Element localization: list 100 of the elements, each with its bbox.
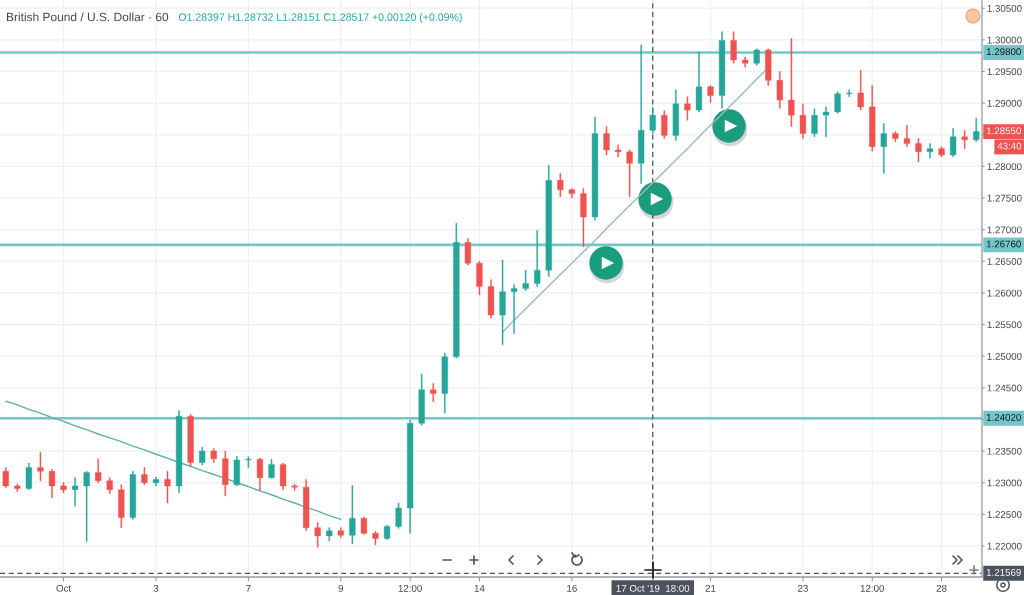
x-tick-label: 12:00 — [398, 584, 422, 592]
x-tick-label: 14 — [474, 585, 485, 592]
y-tick-label: 1.23000 — [987, 479, 1022, 487]
candlestick — [684, 96, 691, 121]
candlestick — [106, 477, 113, 494]
candlestick — [534, 230, 541, 287]
candlestick — [834, 91, 841, 114]
candlestick — [118, 484, 125, 528]
candlestick — [303, 479, 310, 532]
y-tick-label: 1.29500 — [987, 68, 1022, 76]
x-tick-label: 21 — [705, 584, 716, 592]
y-tick-label: 1.22000 — [987, 542, 1022, 550]
candlestick — [95, 458, 102, 483]
candlestick — [48, 469, 56, 499]
candlestick — [718, 31, 726, 109]
y-tick-label: 1.26000 — [987, 289, 1022, 297]
candlestick — [407, 419, 414, 534]
candlestick — [187, 414, 194, 467]
line-series — [5, 400, 342, 521]
candlestick — [464, 238, 471, 266]
y-tick-label: 1.25500 — [987, 321, 1022, 329]
candlestick — [395, 502, 402, 529]
candlestick — [314, 522, 321, 548]
candlestick — [776, 71, 783, 109]
candlestick — [476, 261, 483, 296]
x-tick-label: 16 — [567, 584, 577, 592]
candlestick — [268, 459, 275, 479]
candlestick — [903, 125, 910, 147]
x-tick-label: 12:00 — [860, 584, 885, 592]
candlestick — [199, 447, 206, 466]
y-tick-label: 1.25000 — [987, 352, 1022, 360]
candlestick — [568, 188, 575, 199]
candlestick — [614, 144, 622, 158]
candlestick — [915, 138, 922, 163]
x-tick-label: 7 — [246, 585, 251, 592]
y-tick-label: 1.23500 — [987, 447, 1022, 455]
candlestick — [14, 483, 21, 492]
candlestick — [291, 483, 298, 491]
candlestick — [418, 373, 425, 426]
candlestick — [453, 223, 460, 359]
candlestick — [175, 410, 183, 494]
candlestick — [603, 126, 610, 156]
y-tick-label: 1.22500 — [987, 511, 1022, 518]
y-tick-label: 1.27000 — [987, 226, 1022, 234]
candlestick — [430, 383, 437, 402]
candlestick — [846, 89, 853, 98]
candlestick — [961, 130, 968, 149]
x-tick-label: Oct — [56, 584, 72, 592]
candlestick — [649, 107, 656, 134]
candlestick — [973, 118, 980, 142]
candlestick — [926, 143, 934, 159]
candlestick — [383, 524, 391, 540]
candlestick — [441, 352, 448, 414]
candlestick — [326, 527, 333, 542]
candlestick — [557, 173, 564, 197]
candlestick — [487, 279, 495, 319]
candlestick — [799, 103, 807, 139]
candlestick — [580, 188, 587, 247]
annotation: 1.28550 — [986, 127, 1021, 135]
y-tick-label: 1.30500 — [987, 4, 1022, 12]
candlestick — [938, 146, 945, 158]
x-tick-label: 17 Oct '19 18:00 — [616, 584, 690, 592]
candlestick — [869, 85, 876, 152]
y-tick-label: 1.29000 — [987, 99, 1022, 107]
candlestick — [256, 457, 264, 492]
y-tick-label: 1.30000 — [987, 36, 1022, 44]
candlestick — [892, 131, 899, 142]
candlestick — [83, 471, 90, 542]
candlestick — [638, 44, 645, 184]
ref-line-label: 1.26760 — [986, 240, 1021, 248]
y-tick-label: 1.27500 — [987, 194, 1022, 202]
candlestick — [152, 476, 160, 487]
candlestick — [25, 462, 32, 490]
x-tick-label: 3 — [153, 584, 159, 592]
text: O1.28397 H1.28732 L1.28151 C1.28517 +0.00120 (+0.09%) — [178, 13, 462, 23]
candlestick — [360, 516, 368, 535]
y-tick-label: 1.28000 — [987, 163, 1022, 171]
candlestick — [626, 149, 633, 197]
candlestick — [2, 467, 9, 488]
candlestick — [742, 56, 749, 68]
candlestick — [279, 462, 287, 490]
candlestick — [753, 48, 760, 66]
candlestick — [72, 477, 79, 507]
text: British Pound / U.S. Dollar · 60 — [6, 12, 169, 22]
candlestick — [672, 89, 679, 141]
y-tick-label: 1.26500 — [987, 258, 1022, 265]
candlestick — [222, 450, 229, 497]
text: 43:40 — [997, 142, 1022, 150]
candlestick — [765, 48, 772, 86]
candlestick — [372, 531, 379, 545]
candlestick — [511, 284, 518, 334]
candlestick — [499, 259, 506, 346]
candlestick — [233, 455, 240, 487]
candlestick — [60, 482, 67, 494]
y-tick-label: 1.24500 — [987, 384, 1022, 392]
candlestick — [141, 467, 148, 485]
candlestick — [811, 108, 818, 137]
ref-line-label: 1.21569 — [986, 568, 1021, 576]
candlestick — [591, 116, 599, 221]
candlestick — [129, 471, 136, 520]
